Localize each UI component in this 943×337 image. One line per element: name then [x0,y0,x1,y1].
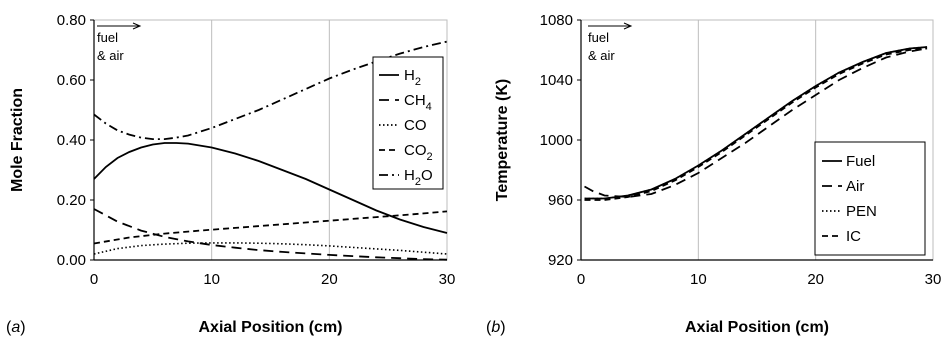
series-line-3 [584,47,928,201]
legend-entry: Air [846,178,864,195]
series-line-2 [93,242,448,255]
arrow-head-icon [623,22,633,30]
x-tick-label: 30 [439,271,456,288]
annotation-line-2: & air [588,48,615,63]
series-line-1 [93,208,448,261]
panel-label: (b) [486,319,506,336]
y-tick-label: 1080 [540,12,573,29]
y-axis-label: Temperature (K) [494,79,511,201]
series-line-1 [584,47,928,198]
y-tick-label: 960 [548,192,573,209]
legend-entry: PEN [846,203,877,220]
legend-entry: H2 [404,67,421,88]
x-tick-label: 30 [925,271,942,288]
legend-entry: CO [404,117,427,134]
series-line-3 [93,210,448,245]
legend-entry: IC [846,228,861,245]
x-tick-label: 10 [203,271,220,288]
legend-entry: CO2 [404,142,433,163]
x-axis-label: Axial Position (cm) [198,319,342,336]
x-tick-label: 0 [90,271,98,288]
y-tick-label: 0.00 [57,252,86,269]
y-tick-label: 920 [548,252,573,269]
x-axis-label: Axial Position (cm) [685,319,829,336]
legend-entry: Fuel [846,153,875,170]
legend-entry: CH4 [404,92,432,113]
annotation-line-1: fuel [97,30,118,45]
chart-panel-b: 0 10 20 30 920 960 1000 1040 1080 Axial Position … [486,12,941,336]
x-tick-label: 20 [807,271,824,288]
arrow-head-icon [132,22,142,30]
y-tick-label: 0.60 [57,72,86,89]
y-tick-label: 0.20 [57,192,86,209]
y-tick-label: 0.80 [57,12,86,29]
y-tick-label: 1000 [540,132,573,149]
series-line-0 [584,46,928,200]
annotation-line-2: & air [97,48,124,63]
series-line-0 [93,142,448,234]
x-tick-label: 10 [690,271,707,288]
legend-entry: H2O [404,167,433,188]
x-tick-label: 0 [577,271,585,288]
x-tick-label: 20 [321,271,338,288]
annotation-line-1: fuel [588,30,609,45]
panel-label: (a) [6,319,26,336]
series-line-4 [93,40,448,141]
y-tick-label: 1040 [540,72,573,89]
y-axis-label: Mole Fraction [9,88,26,192]
chart-panel-a: 0 10 20 30 0.00 0.20 0.40 0.60 0.80 Axial Positio… [6,12,455,336]
y-tick-label: 0.40 [57,132,86,149]
legend-box [372,56,444,190]
